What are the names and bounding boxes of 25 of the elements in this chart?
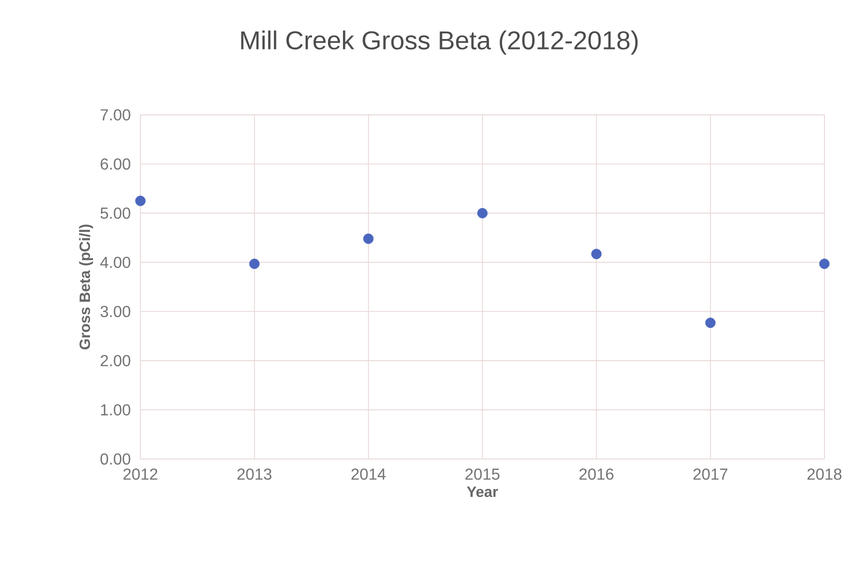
point bbox=[249, 258, 260, 269]
x-tick-label: 2015 bbox=[465, 468, 500, 480]
point bbox=[705, 318, 716, 328]
y-tick-label: 4.00 bbox=[100, 256, 130, 268]
chart-title: Mill Creek Gross Beta (2012-2018) bbox=[241, 30, 638, 55]
y-tick-label: 6.00 bbox=[100, 158, 130, 170]
x-tick-label: 2012 bbox=[123, 468, 158, 480]
y-tick-label: 5.00 bbox=[100, 208, 130, 219]
point bbox=[363, 234, 374, 244]
x-axis-title: Year bbox=[466, 486, 498, 498]
point bbox=[591, 248, 602, 260]
x-tick-label: 2013 bbox=[237, 468, 272, 480]
y-tick-label: 2.00 bbox=[100, 355, 130, 366]
point bbox=[819, 258, 830, 269]
y-tick-label: 0.00 bbox=[100, 453, 130, 465]
x-tick-label: 2018 bbox=[807, 468, 842, 480]
x-tick-label: 2017 bbox=[693, 468, 728, 480]
x-tick-label: 2014 bbox=[351, 468, 386, 480]
y-tick-label: 3.00 bbox=[100, 306, 130, 318]
point bbox=[477, 208, 488, 218]
y-axis-title: Gross Beta (pCi/l) bbox=[79, 224, 94, 350]
x-tick-label: 2016 bbox=[579, 468, 614, 480]
y-tick-label: 7.00 bbox=[100, 109, 130, 120]
y-tick-label: 1.00 bbox=[101, 404, 130, 416]
point bbox=[135, 196, 146, 206]
